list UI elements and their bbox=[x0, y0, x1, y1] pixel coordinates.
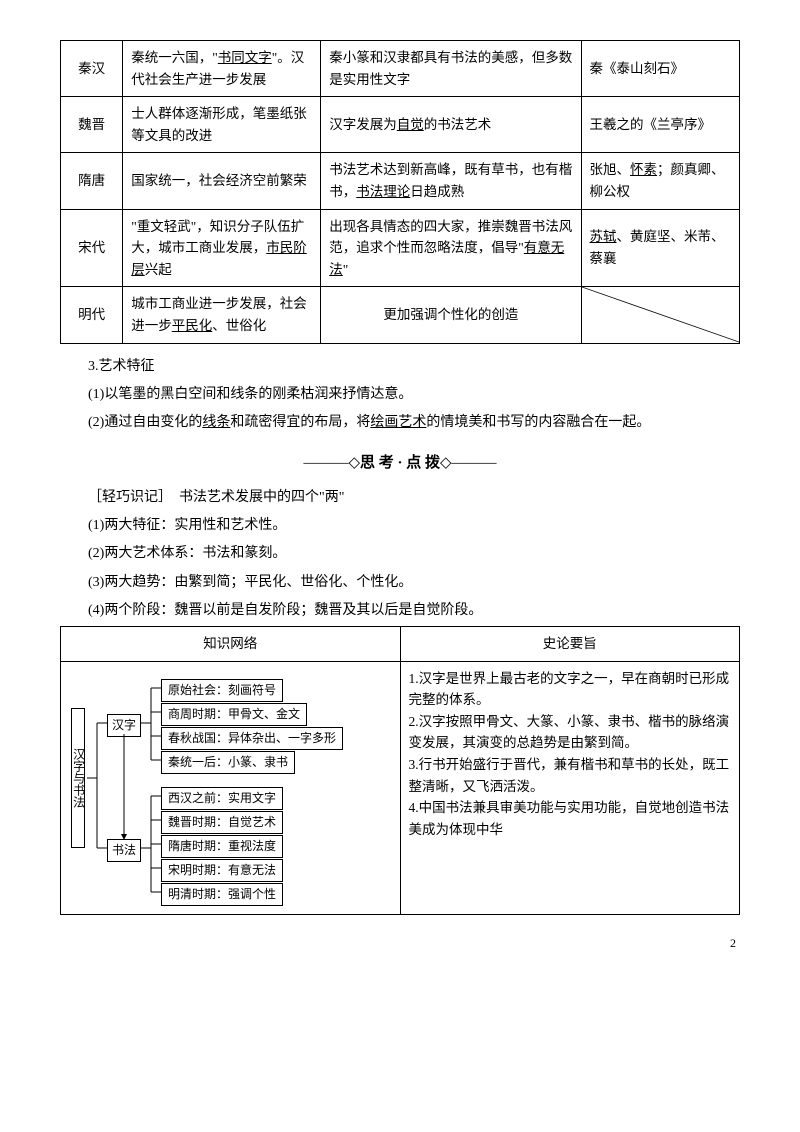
example-cell-diagonal bbox=[581, 287, 739, 343]
dynasty-cell: 明代 bbox=[61, 287, 123, 343]
dash: ——— bbox=[452, 455, 497, 471]
tree-leaf: 春秋战国：异体杂出、一字多形 bbox=[161, 727, 343, 750]
table-row: 秦汉 秦统一六国，"书同文字"。汉代社会生产进一步发展 秦小篆和汉隶都具有书法的… bbox=[61, 41, 740, 97]
tree-diagram: 汉字与书法 汉字 书法 原始社会：刻画符号 商周时期：甲骨文、金文 春秋战国：异… bbox=[69, 668, 392, 908]
table-row: 明代 城市工商业进一步发展，社会进一步平民化、世俗化 更加强调个性化的创造 bbox=[61, 287, 740, 343]
text: 兴起 bbox=[145, 262, 172, 277]
text: 日趋成熟 bbox=[410, 184, 464, 199]
tree-mid-hanzi: 汉字 bbox=[107, 714, 141, 737]
tree-leaf: 商周时期：甲骨文、金文 bbox=[161, 703, 307, 726]
tree-leaf: 魏晋时期：自觉艺术 bbox=[161, 811, 283, 834]
think-intro: ［轻巧识记］ 书法艺术发展中的四个"两" bbox=[60, 485, 740, 510]
underline-text: 平民化 bbox=[172, 318, 213, 333]
table-row: 魏晋 士人群体逐渐形成，笔墨纸张等文具的改进 汉字发展为自觉的书法艺术 王羲之的… bbox=[61, 97, 740, 153]
dynasty-cell: 宋代 bbox=[61, 209, 123, 287]
title-text: 思 考 · 点 拨 bbox=[360, 455, 440, 471]
text: 和疏密得宜的布局，将 bbox=[230, 415, 370, 430]
think-item-4: (4)两个阶段：魏晋以前是自发阶段；魏晋及其以后是自觉阶段。 bbox=[60, 598, 740, 623]
diagonal-line-icon bbox=[582, 287, 739, 342]
think-section-title: ———◇思 考 · 点 拨◇——— bbox=[60, 449, 740, 477]
dynasty-table: 秦汉 秦统一六国，"书同文字"。汉代社会生产进一步发展 秦小篆和汉隶都具有书法的… bbox=[60, 40, 740, 344]
essence-2: 2.汉字按照甲骨文、大篆、小篆、隶书、楷书的脉络演变发展，其演变的总趋势是由繁到… bbox=[409, 711, 732, 754]
underline-text: 绘画艺术 bbox=[370, 415, 426, 430]
background-cell: 国家统一，社会经济空前繁荣 bbox=[123, 153, 321, 209]
knowledge-table: 知识网络 史论要旨 bbox=[60, 626, 740, 915]
kb-head-network: 知识网络 bbox=[61, 627, 401, 662]
kb-header-row: 知识网络 史论要旨 bbox=[61, 627, 740, 662]
essence-3: 3.行书开始盛行于晋代，兼有楷书和草书的长处，既工整清晰，又飞洒活泼。 bbox=[409, 754, 732, 797]
tree-leaf: 明清时期：强调个性 bbox=[161, 883, 283, 906]
dynasty-cell: 隋唐 bbox=[61, 153, 123, 209]
underline-text: 怀素 bbox=[630, 162, 657, 177]
table-row: 隋唐 国家统一，社会经济空前繁荣 书法艺术达到新高峰，既有草书，也有楷书，书法理… bbox=[61, 153, 740, 209]
example-cell: 秦《泰山刻石》 bbox=[581, 41, 739, 97]
kb-head-essence: 史论要旨 bbox=[400, 627, 740, 662]
text: 张旭、 bbox=[590, 162, 631, 177]
development-cell: 出现各具情态的四大家，推崇魏晋书法风范，追求个性而忽略法度，倡导"有意无法" bbox=[321, 209, 581, 287]
background-cell: 城市工商业进一步发展，社会进一步平民化、世俗化 bbox=[123, 287, 321, 343]
underline-text: 书同文字 bbox=[218, 50, 272, 65]
dynasty-cell: 魏晋 bbox=[61, 97, 123, 153]
background-cell: 秦统一六国，"书同文字"。汉代社会生产进一步发展 bbox=[123, 41, 321, 97]
art-features-heading: 3.艺术特征 bbox=[60, 354, 740, 379]
kb-body-row: 汉字与书法 汉字 书法 原始社会：刻画符号 商周时期：甲骨文、金文 春秋战国：异… bbox=[61, 661, 740, 914]
development-cell: 秦小篆和汉隶都具有书法的美感，但多数是实用性文字 bbox=[321, 41, 581, 97]
tree-mid-shufa: 书法 bbox=[107, 839, 141, 862]
development-cell: 更加强调个性化的创造 bbox=[321, 287, 581, 343]
example-cell: 张旭、怀素；颜真卿、柳公权 bbox=[581, 153, 739, 209]
tree-root-label: 汉字与书法 bbox=[71, 748, 84, 808]
example-cell: 苏轼、黄庭坚、米芾、蔡襄 bbox=[581, 209, 739, 287]
background-cell: "重文轻武"，知识分子队伍扩大，城市工商业发展，市民阶层兴起 bbox=[123, 209, 321, 287]
background-cell: 士人群体逐渐形成，笔墨纸张等文具的改进 bbox=[123, 97, 321, 153]
essence-1: 1.汉字是世界上最古老的文字之一，早在商朝时已形成完整的体系。 bbox=[409, 668, 732, 711]
dynasty-cell: 秦汉 bbox=[61, 41, 123, 97]
page-number: 2 bbox=[60, 933, 740, 955]
tree-leaf: 秦统一后：小篆、隶书 bbox=[161, 751, 295, 774]
tree-leaf: 宋明时期：有意无法 bbox=[161, 859, 283, 882]
dash: ——— bbox=[303, 455, 348, 471]
tree-leaf: 隋唐时期：重视法度 bbox=[161, 835, 283, 858]
example-cell: 王羲之的《兰亭序》 bbox=[581, 97, 739, 153]
underline-text: 苏轼 bbox=[590, 229, 617, 244]
text: 的书法艺术 bbox=[424, 117, 492, 132]
kb-essence-cell: 1.汉字是世界上最古老的文字之一，早在商朝时已形成完整的体系。 2.汉字按照甲骨… bbox=[400, 661, 740, 914]
underline-text: 自觉 bbox=[397, 117, 424, 132]
art-feature-1: (1)以笔墨的黑白空间和线条的刚柔枯润来抒情达意。 bbox=[60, 382, 740, 407]
art-feature-2: (2)通过自由变化的线条和疏密得宜的布局，将绘画艺术的情境美和书写的内容融合在一… bbox=[60, 410, 740, 435]
table-row: 宋代 "重文轻武"，知识分子队伍扩大，城市工商业发展，市民阶层兴起 出现各具情态… bbox=[61, 209, 740, 287]
essence-4: 4.中国书法兼具审美功能与实用功能，自觉地创造书法美成为体现中华 bbox=[409, 797, 732, 840]
think-item-2: (2)两大艺术体系：书法和篆刻。 bbox=[60, 541, 740, 566]
think-item-1: (1)两大特征：实用性和艺术性。 bbox=[60, 513, 740, 538]
text: 、世俗化 bbox=[212, 318, 266, 333]
underline-text: 书法理论 bbox=[356, 184, 410, 199]
text: " bbox=[343, 262, 349, 277]
tree-leaf: 西汉之前：实用文字 bbox=[161, 787, 283, 810]
think-item-3: (3)两大趋势：由繁到简；平民化、世俗化、个性化。 bbox=[60, 570, 740, 595]
text: 秦统一六国，" bbox=[131, 50, 218, 65]
text: 的情境美和书写的内容融合在一起。 bbox=[426, 415, 650, 430]
text: (2)通过自由变化的 bbox=[88, 415, 202, 430]
kb-network-cell: 汉字与书法 汉字 书法 原始社会：刻画符号 商周时期：甲骨文、金文 春秋战国：异… bbox=[61, 661, 401, 914]
development-cell: 书法艺术达到新高峰，既有草书，也有楷书，书法理论日趋成熟 bbox=[321, 153, 581, 209]
tree-leaf: 原始社会：刻画符号 bbox=[161, 679, 283, 702]
text: 汉字发展为 bbox=[329, 117, 397, 132]
diamond-icon: ◇ bbox=[348, 454, 360, 471]
development-cell: 汉字发展为自觉的书法艺术 bbox=[321, 97, 581, 153]
diamond-icon: ◇ bbox=[440, 454, 452, 471]
tree-root: 汉字与书法 bbox=[71, 708, 85, 848]
underline-text: 线条 bbox=[202, 415, 230, 430]
